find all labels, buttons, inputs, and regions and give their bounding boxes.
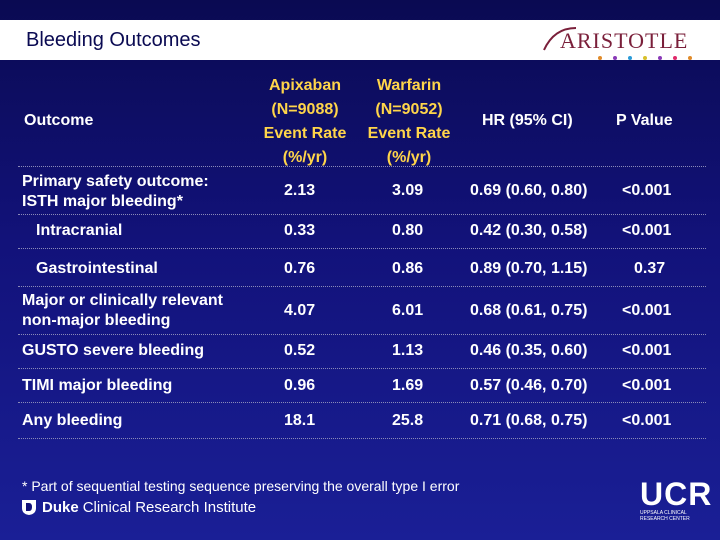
header-apixaban: Apixaban (N=9088) Event Rate (%/yr) xyxy=(248,74,362,170)
duke-logo-bold: Duke xyxy=(42,498,79,516)
cell-p: <0.001 xyxy=(622,302,672,319)
cell-p: <0.001 xyxy=(622,222,672,239)
cell-hr: 0.68 (0.61, 0.75) xyxy=(470,302,588,319)
cell-hr: 0.71 (0.68, 0.75) xyxy=(470,412,588,429)
cell-outcome: Major or clinically relevant non-major b… xyxy=(22,292,223,329)
header-outcome: Outcome xyxy=(24,112,94,129)
duke-shield-icon xyxy=(22,500,36,515)
header-hr: HR (95% CI) xyxy=(482,112,573,129)
cell-p: 0.37 xyxy=(634,260,666,277)
header-warfarin-line: (%/yr) xyxy=(386,149,432,166)
logo-dot xyxy=(643,56,647,60)
cell-apixaban: 4.07 xyxy=(284,302,316,319)
cell-hr: 0.89 (0.70, 1.15) xyxy=(470,260,588,277)
cell-outcome: Intracranial xyxy=(36,222,123,239)
header-warfarin-line: (N=9052) xyxy=(375,101,443,118)
header-divider xyxy=(18,166,706,167)
header-warfarin-line: Event Rate xyxy=(367,125,451,142)
row-divider xyxy=(18,334,706,335)
header-apixaban-line: (%/yr) xyxy=(282,149,328,166)
slide-title: Bleeding Outcomes xyxy=(0,20,255,60)
cell-warfarin: 25.8 xyxy=(392,412,424,429)
cell-outcome: GUSTO severe bleeding xyxy=(22,342,204,359)
row-divider xyxy=(18,368,706,369)
logo-dot xyxy=(613,56,617,60)
cell-apixaban: 0.52 xyxy=(284,342,316,359)
cell-hr: 0.69 (0.60, 0.80) xyxy=(470,182,588,199)
cell-p: <0.001 xyxy=(622,182,672,199)
row-divider xyxy=(18,402,706,403)
ucr-logo-big: UCR xyxy=(640,476,713,512)
logo-dot xyxy=(628,56,632,60)
row-divider xyxy=(18,248,706,249)
aristotle-swoosh-icon xyxy=(543,27,577,51)
cell-warfarin: 1.13 xyxy=(392,342,424,359)
cell-hr: 0.42 (0.30, 0.58) xyxy=(470,222,588,239)
header-warfarin: Warfarin (N=9052) Event Rate (%/yr) xyxy=(352,74,466,170)
row-divider xyxy=(18,438,706,439)
header-apixaban-line: Event Rate xyxy=(263,125,347,142)
cell-apixaban: 0.96 xyxy=(284,377,316,394)
cell-warfarin: 0.80 xyxy=(392,222,424,239)
ucr-logo-small: RESEARCH CENTER xyxy=(640,516,690,522)
header-warfarin-line: Warfarin xyxy=(376,77,442,94)
cell-warfarin: 0.86 xyxy=(392,260,424,277)
cell-apixaban: 2.13 xyxy=(284,182,316,199)
footnote: * Part of sequential testing sequence pr… xyxy=(22,478,460,494)
cell-apixaban: 0.76 xyxy=(284,260,316,277)
header-apixaban-line: Apixaban xyxy=(268,77,341,94)
cell-warfarin: 1.69 xyxy=(392,377,424,394)
logo-dot xyxy=(658,56,662,60)
cell-outcome: Gastrointestinal xyxy=(36,260,158,277)
row-divider xyxy=(18,214,706,215)
row-divider xyxy=(18,286,706,287)
duke-logo: Duke Clinical Research Institute xyxy=(20,498,256,516)
ucr-logo: UCR UPPSALA CLINICAL RESEARCH CENTER xyxy=(640,478,712,522)
ucr-logo-small: UPPSALA CLINICAL xyxy=(640,510,687,516)
logo-dots xyxy=(598,56,692,60)
cell-warfarin: 6.01 xyxy=(392,302,424,319)
cell-outcome: Any bleeding xyxy=(22,412,123,429)
cell-p: <0.001 xyxy=(622,377,672,394)
header-apixaban-line: (N=9088) xyxy=(271,101,339,118)
cell-apixaban: 18.1 xyxy=(284,412,316,429)
duke-logo-text: Clinical Research Institute xyxy=(82,498,257,516)
logo-dot xyxy=(688,56,692,60)
logo-dot xyxy=(673,56,677,60)
logo-dot xyxy=(598,56,602,60)
cell-hr: 0.57 (0.46, 0.70) xyxy=(470,377,588,394)
aristotle-logo: ARISTOTLE xyxy=(560,28,689,53)
cell-outcome: TIMI major bleeding xyxy=(22,377,173,394)
cell-outcome: Primary safety outcome: ISTH major bleed… xyxy=(22,173,209,210)
cell-p: <0.001 xyxy=(622,412,672,429)
header-p: P Value xyxy=(616,112,673,129)
cell-p: <0.001 xyxy=(622,342,672,359)
cell-hr: 0.46 (0.35, 0.60) xyxy=(470,342,588,359)
cell-apixaban: 0.33 xyxy=(284,222,316,239)
cell-warfarin: 3.09 xyxy=(392,182,424,199)
